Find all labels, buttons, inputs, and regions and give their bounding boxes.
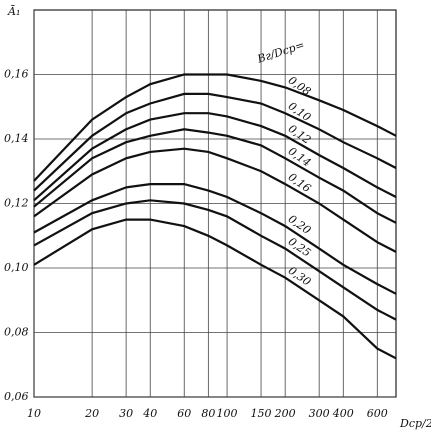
- curve: [33, 92, 397, 192]
- x-tick-label: 30: [119, 407, 133, 420]
- x-tick-label: 10: [27, 407, 41, 420]
- x-tick-label: 600: [367, 407, 388, 420]
- x-tick-label: 150: [251, 407, 272, 420]
- x-tick-label: 60: [177, 407, 191, 420]
- y-tick-label: 0,14: [4, 132, 29, 145]
- x-tick-label: 100: [217, 407, 238, 420]
- curve: [33, 147, 397, 253]
- y-tick-label: 0,16: [4, 68, 29, 81]
- x-axis-label: Dср/2S: [399, 417, 431, 430]
- y-tick-label: 0,08: [4, 326, 29, 339]
- curve: [33, 218, 397, 360]
- x-tick-label: 20: [84, 407, 99, 420]
- x-tick-label: 200: [274, 407, 296, 420]
- y-axis-label: Ā₁: [7, 5, 20, 18]
- curve: [33, 199, 397, 321]
- x-tick-label: 80: [201, 407, 215, 420]
- x-tick-label: 40: [142, 407, 157, 420]
- y-tick-label: 0,06: [4, 390, 29, 403]
- curve: [33, 183, 397, 295]
- curve: [33, 112, 397, 202]
- curve: [33, 73, 397, 182]
- x-tick-label: 400: [332, 407, 354, 420]
- curve: [33, 128, 397, 224]
- x-tick-label: 300: [309, 407, 330, 420]
- y-tick-label: 0,12: [4, 197, 29, 210]
- y-tick-label: 0,10: [4, 261, 29, 274]
